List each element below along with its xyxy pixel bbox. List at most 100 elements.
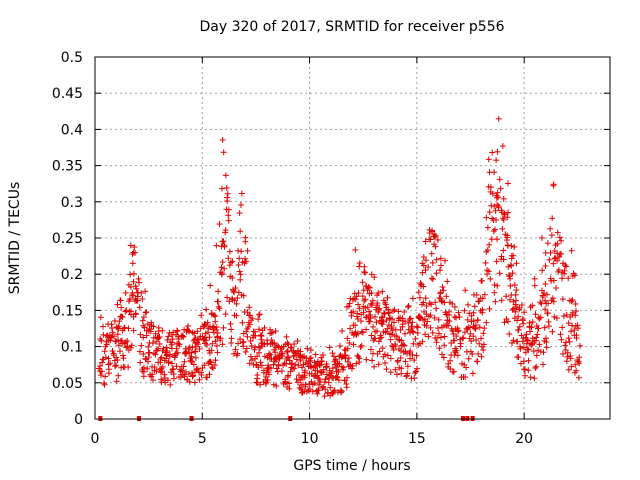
data-point [540,361,547,368]
data-point [155,345,162,352]
data-point [306,386,313,393]
data-point [129,260,136,267]
data-point [423,322,430,329]
data-point [520,358,527,365]
data-point [225,255,232,262]
data-point [354,310,361,317]
data-point [307,357,314,364]
data-point [440,287,447,294]
data-point [573,367,580,374]
data-point [362,269,369,276]
data-point [368,332,375,339]
data-point [499,225,506,232]
data-point [500,216,507,223]
data-point [563,263,570,270]
data-point [385,306,392,313]
data-point [423,257,430,264]
data-point [158,354,165,361]
data-point [142,309,149,316]
y-tick-label: 0.5 [61,50,83,66]
data-point [375,338,382,345]
data-point [132,310,139,317]
data-point [571,327,578,334]
data-point [392,343,399,350]
data-point [359,329,366,336]
data-point [108,325,115,332]
data-point [225,212,232,219]
data-point [334,374,341,381]
data-point [175,340,182,347]
data-point [125,325,132,332]
data-point [405,320,412,327]
data-point [254,372,261,379]
data-point [129,251,136,258]
data-point [121,340,128,347]
data-point [494,194,501,201]
data-point [487,275,494,282]
data-point [542,262,549,269]
data-point [220,149,227,156]
data-point [535,325,542,332]
data-point [503,293,510,300]
data-point [181,358,188,365]
data-point [308,378,315,385]
data-point [257,381,264,388]
data-point [149,371,156,378]
data-point [532,311,539,318]
data-point [344,335,351,342]
data-point [273,342,280,349]
data-point [432,232,439,239]
data-point [360,309,367,316]
data-point [138,342,145,349]
data-point [291,365,298,372]
data-point [572,312,579,319]
data-point [247,353,254,360]
data-point [460,334,467,341]
data-point [388,323,395,330]
data-point [512,301,519,308]
data-point [212,313,219,320]
data-point [221,242,228,249]
data-point [131,244,138,251]
data-point [568,363,575,370]
data-point [564,349,571,356]
data-point [188,353,195,360]
data-point [445,322,452,329]
data-point [504,209,511,216]
data-point [165,359,172,366]
data-point [295,347,302,354]
data-point [426,300,433,307]
data-point [237,336,244,343]
data-point [366,318,373,325]
data-point [475,350,482,357]
data-point [470,317,477,324]
data-point [150,323,157,330]
data-point [219,341,226,348]
data-point [243,345,250,352]
data-point [571,272,578,279]
data-point [113,362,120,369]
data-point [242,348,249,355]
data-point [572,308,579,315]
data-point [118,313,125,320]
data-point [381,351,388,358]
data-point [203,306,210,313]
data-point [312,351,319,358]
data-point [420,299,427,306]
data-point [346,340,353,347]
data-point [267,330,274,337]
data-point [239,339,246,346]
data-point [265,362,272,369]
data-point [234,295,241,302]
data-point [385,321,392,328]
data-point [210,312,217,319]
y-tick-label: 0.05 [52,376,83,392]
data-points [95,115,583,400]
data-point [124,337,131,344]
data-point [244,247,251,254]
data-point [499,143,506,150]
data-point [505,318,512,325]
data-point [369,297,376,304]
data-point [462,374,469,381]
data-point [240,338,247,345]
